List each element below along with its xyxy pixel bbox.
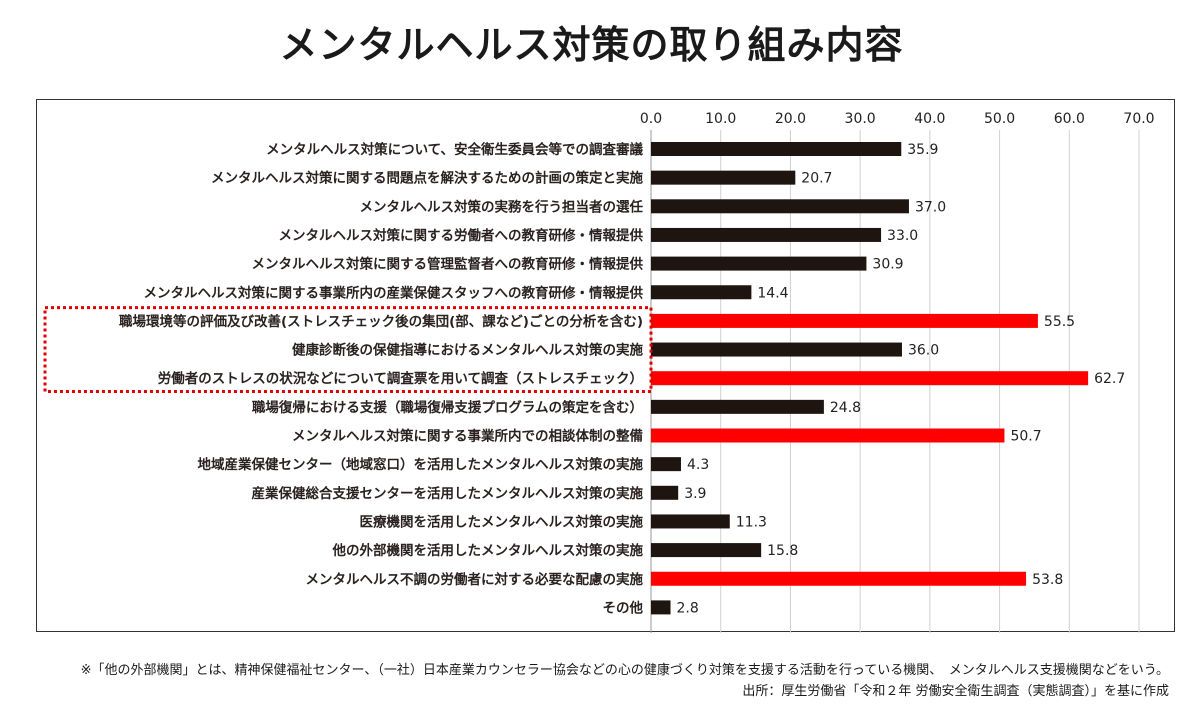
data-label: 62.7 [1094,371,1125,387]
category-label: 労働者のストレスの状況などについて調査票を用いて調査（ストレスチェック） [158,370,643,387]
source-note: 出所：厚生労働省「令和２年 労働安全衛生調査（実態調査）」を基に作成 [742,684,1169,699]
category-label: メンタルヘルス対策に関する事業所内の産業保健スタッフへの教育研修・情報提供 [144,284,644,301]
data-label: 4.3 [687,457,709,473]
x-tick-label: 20.0 [775,111,806,127]
data-label: 2.8 [677,600,699,616]
bar [651,256,867,271]
data-label: 36.0 [908,343,939,359]
x-tick-label: 10.0 [705,111,736,127]
data-label: 20.7 [801,171,832,187]
category-label: 健康診断後の保健指導におけるメンタルヘルス対策の実施 [292,342,643,359]
data-label: 35.9 [907,142,938,158]
bar-chart: 0.0 10.0 20.0 30.0 40.0 50.0 60.0 70.0 35.9 メンタルヘ… [43,111,1155,633]
x-tick-label: 0.0 [640,111,662,127]
bar [651,342,902,357]
data-label: 53.8 [1032,572,1063,588]
x-tick-label: 60.0 [1054,111,1085,127]
bar [651,227,882,242]
bar [651,142,902,156]
bar [651,600,671,615]
data-label: 11.3 [736,514,767,530]
category-label: その他 [603,599,644,616]
category-label: メンタルヘルス対策に関する管理監督者への教育研修・情報提供 [252,256,644,273]
bar [651,170,796,185]
category-label: 他の外部機関を活用したメンタルヘルス対策の実施 [332,542,644,559]
x-tick-label: 50.0 [984,111,1015,127]
category-label: メンタルヘルス対策に関する労働者への教育研修・情報提供 [279,227,644,244]
x-tick-label: 70.0 [1123,111,1154,127]
highlighted-bar [651,313,1038,328]
bar [651,399,824,414]
category-label: 産業保健総合支援センターを活用したメンタルヘルス対策の実施 [252,485,644,502]
category-label: 職場復帰における支援（職場復帰支援プログラムの策定を含む） [252,399,643,416]
category-label: メンタルヘルス不調の労働者に対する必要な配慮の実施 [306,571,644,588]
category-label: メンタルヘルス対策について、安全衛生委員会等での調査審議 [266,141,643,158]
data-label: 55.5 [1044,314,1075,330]
highlighted-bar [651,571,1027,586]
bar [651,199,909,214]
category-label: 職場環境等の評価及び改善(ストレスチェック後の集団(部、課など)ごとの分析を含む… [119,313,643,330]
category-label: メンタルヘルス対策に関する問題点を解決するための計画の策定と実施 [211,170,643,187]
data-label: 37.0 [915,199,946,215]
x-tick-label: 40.0 [914,111,945,127]
x-tick-label: 30.0 [845,111,876,127]
data-label: 14.4 [757,285,788,301]
highlighted-bar [651,428,1005,443]
data-label: 50.7 [1010,429,1041,445]
data-label: 30.9 [872,257,903,273]
category-label: 地域産業保健センター（地域窓口）を活用したメンタルヘルス対策の実施 [198,456,644,473]
data-label: 24.8 [830,400,861,416]
category-label: メンタルヘルス対策に関する事業所内での相談体制の整備 [292,428,643,445]
highlight-dotted-box [43,306,653,394]
data-label: 3.9 [684,486,706,502]
data-label: 33.0 [887,228,918,244]
bar [651,285,752,300]
category-label: メンタルヘルス対策の実務を行う担当者の選任 [360,198,644,215]
bar [651,514,730,529]
bar [651,543,762,558]
footnote: ※「他の外部機関」とは、精神保健福祉センター、（一社）日本産業カウンセラー協会な… [80,663,1169,678]
data-label: 15.8 [767,543,798,559]
bar [651,485,679,500]
chart-frame: 0.0 10.0 20.0 30.0 40.0 50.0 60.0 70.0 35.9 メンタルヘ… [36,99,1175,633]
category-label: 医療機関を活用したメンタルヘルス対策の実施 [360,513,644,530]
chart-title: メンタルヘルス対策の取り組み内容 [279,23,904,67]
bar [651,457,681,472]
highlighted-bar [651,371,1089,386]
